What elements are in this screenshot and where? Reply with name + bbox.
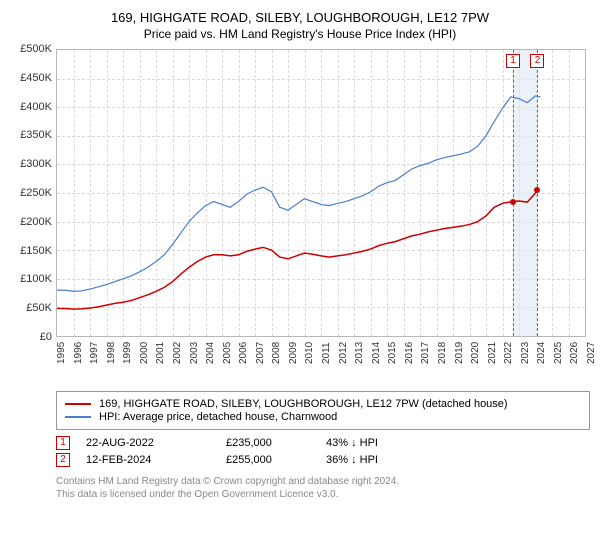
x-tick-label: 2015 (387, 342, 398, 364)
marker-data-table: 1 22-AUG-2022£235,00043% ↓ HPI 2 12-FEB-202… (56, 436, 590, 467)
x-tick-label: 2026 (569, 342, 580, 364)
x-tick-label: 2019 (454, 342, 465, 364)
y-tick-label: £350K (20, 129, 52, 141)
y-axis-labels: £0£50K£100K£150K£200K£250K£300K£350K£400… (10, 49, 52, 337)
y-tick-label: £450K (20, 72, 52, 84)
x-tick-label: 2011 (321, 342, 332, 364)
x-tick-label: 2003 (189, 342, 200, 364)
data-row-date: 12-FEB-2024 (86, 454, 226, 466)
x-tick-label: 2025 (553, 342, 564, 364)
x-tick-label: 2020 (470, 342, 481, 364)
data-row-price: £255,000 (226, 454, 326, 466)
y-tick-label: £400K (20, 101, 52, 113)
main-title: 169, HIGHGATE ROAD, SILEBY, LOUGHBOROUGH… (10, 10, 590, 25)
y-tick-label: £500K (20, 43, 52, 55)
marker-dot-1 (510, 199, 516, 205)
series-property (57, 190, 537, 309)
legend: 169, HIGHGATE ROAD, SILEBY, LOUGHBOROUGH… (56, 391, 590, 430)
footer-line1: Contains HM Land Registry data © Crown c… (56, 475, 590, 488)
x-tick-label: 2027 (586, 342, 597, 364)
x-tick-label: 2007 (255, 342, 266, 364)
x-tick-label: 1996 (73, 342, 84, 364)
plot-area: 12 (56, 49, 586, 337)
x-tick-label: 2005 (222, 342, 233, 364)
chart-container: 169, HIGHGATE ROAD, SILEBY, LOUGHBOROUGH… (0, 0, 600, 507)
x-tick-label: 2001 (155, 342, 166, 364)
y-tick-label: £250K (20, 187, 52, 199)
y-tick-label: £100K (20, 273, 52, 285)
x-tick-label: 2009 (288, 342, 299, 364)
y-tick-label: £300K (20, 158, 52, 170)
series-hpi (57, 96, 540, 292)
data-row-diff: 36% ↓ HPI (326, 454, 416, 466)
chart-area: £0£50K£100K£150K£200K£250K£300K£350K£400… (56, 49, 590, 359)
y-tick-label: £150K (20, 245, 52, 257)
x-tick-label: 2004 (205, 342, 216, 364)
x-tick-label: 2006 (238, 342, 249, 364)
x-tick-label: 2021 (487, 342, 498, 364)
marker-label-1: 1 (506, 54, 520, 68)
x-tick-label: 2012 (338, 342, 349, 364)
x-tick-label: 2022 (503, 342, 514, 364)
x-tick-label: 2016 (404, 342, 415, 364)
x-tick-label: 2018 (437, 342, 448, 364)
x-tick-label: 1998 (106, 342, 117, 364)
data-row-marker: 1 (56, 436, 70, 450)
title-block: 169, HIGHGATE ROAD, SILEBY, LOUGHBOROUGH… (10, 10, 590, 41)
data-row-date: 22-AUG-2022 (86, 437, 226, 449)
data-row-price: £235,000 (226, 437, 326, 449)
x-tick-label: 2017 (420, 342, 431, 364)
marker-dot-2 (534, 187, 540, 193)
footer-line2: This data is licensed under the Open Gov… (56, 488, 590, 501)
legend-label: HPI: Average price, detached house, Char… (99, 411, 337, 423)
x-tick-label: 2010 (304, 342, 315, 364)
legend-row: 169, HIGHGATE ROAD, SILEBY, LOUGHBOROUGH… (65, 398, 581, 410)
data-row-marker: 2 (56, 453, 70, 467)
x-tick-label: 2002 (172, 342, 183, 364)
legend-swatch (65, 416, 91, 418)
legend-label: 169, HIGHGATE ROAD, SILEBY, LOUGHBOROUGH… (99, 398, 508, 410)
x-tick-label: 1995 (56, 342, 67, 364)
x-axis-labels: 1995199619971998199920002001200220032004… (56, 337, 586, 359)
y-tick-label: £200K (20, 216, 52, 228)
x-tick-label: 1997 (89, 342, 100, 364)
data-row: 2 12-FEB-2024£255,00036% ↓ HPI (56, 453, 590, 467)
x-tick-label: 2014 (371, 342, 382, 364)
x-tick-label: 2000 (139, 342, 150, 364)
x-tick-label: 2008 (271, 342, 282, 364)
x-tick-label: 2013 (354, 342, 365, 364)
legend-swatch (65, 403, 91, 405)
sub-title: Price paid vs. HM Land Registry's House … (10, 27, 590, 41)
y-tick-label: £50K (26, 302, 52, 314)
line-series-svg (57, 50, 585, 336)
x-tick-label: 2024 (536, 342, 547, 364)
footer-attribution: Contains HM Land Registry data © Crown c… (56, 475, 590, 501)
x-tick-label: 2023 (520, 342, 531, 364)
marker-label-2: 2 (530, 54, 544, 68)
data-row-diff: 43% ↓ HPI (326, 437, 416, 449)
x-tick-label: 1999 (122, 342, 133, 364)
data-row: 1 22-AUG-2022£235,00043% ↓ HPI (56, 436, 590, 450)
y-tick-label: £0 (40, 331, 52, 343)
legend-row: HPI: Average price, detached house, Char… (65, 411, 581, 423)
